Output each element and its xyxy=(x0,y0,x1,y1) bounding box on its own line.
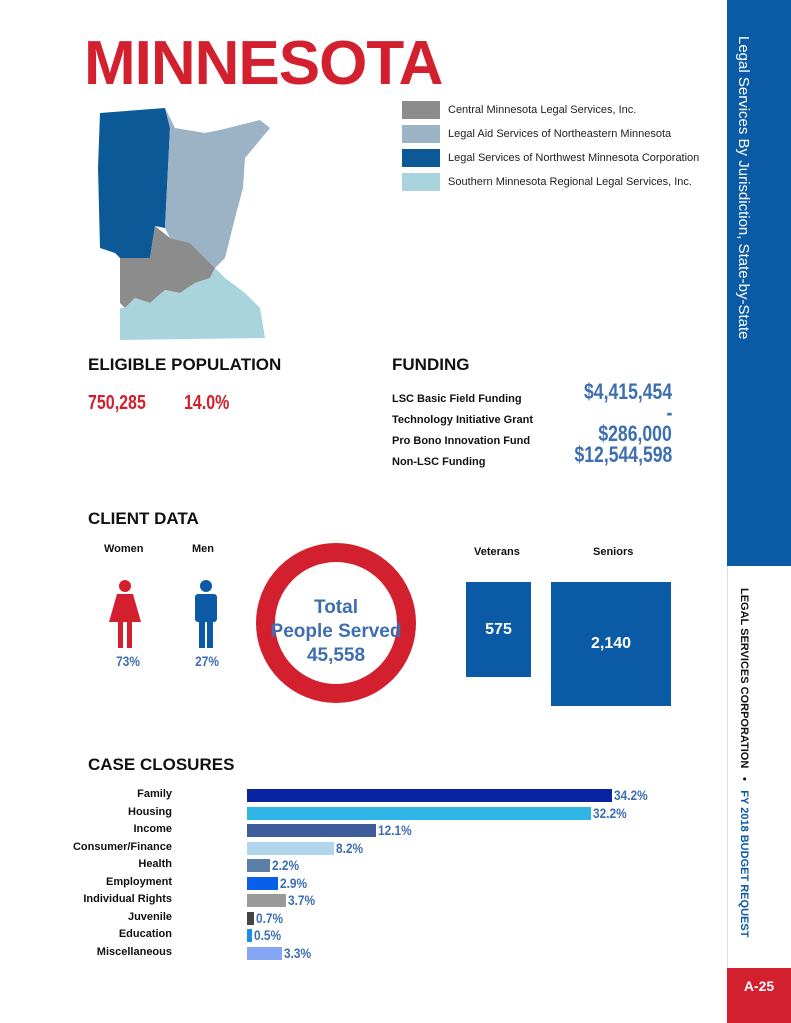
bar xyxy=(247,946,283,960)
client-heading: CLIENT DATA xyxy=(88,509,199,528)
eligible-count: 750,285 xyxy=(88,392,146,414)
bar-label: Family xyxy=(137,788,172,800)
bar-value-label: 0.7% xyxy=(256,909,284,926)
funding-row: Technology Initiative Grant - xyxy=(392,400,672,426)
funding-value: $4,415,454 xyxy=(583,379,672,404)
map-legend: Central Minnesota Legal Services, Inc. L… xyxy=(402,98,699,194)
separator: • xyxy=(738,777,750,782)
bar xyxy=(247,841,335,855)
men-label: Men xyxy=(192,543,214,555)
minnesota-map xyxy=(98,108,270,340)
women-label: Women xyxy=(104,543,144,555)
seniors-box: 2,140 xyxy=(551,582,671,706)
bar-value-label: 2.2% xyxy=(272,857,300,873)
funding-row: LSC Basic Field Funding $4,415,454 xyxy=(392,379,672,405)
legend-swatch xyxy=(402,173,440,191)
seniors-label: Seniors xyxy=(593,546,634,558)
bar xyxy=(247,789,612,802)
funding-table: LSC Basic Field Funding $4,415,454 Techno… xyxy=(392,379,672,468)
legend-label: Southern Minnesota Regional Legal Servic… xyxy=(448,176,692,188)
veterans-box: 575 xyxy=(466,582,531,677)
funding-row: Non-LSC Funding $12,544,598 xyxy=(392,442,672,468)
legend-swatch xyxy=(402,125,440,143)
bar-value-label: 12.1% xyxy=(378,822,412,838)
bar-value-label: 2.9% xyxy=(279,874,308,891)
page-number-box: A-25 xyxy=(727,968,791,1023)
funding-value: - xyxy=(666,400,672,425)
bar xyxy=(247,911,255,925)
man-icon xyxy=(195,580,217,648)
funding-label: Technology Initiative Grant xyxy=(392,414,533,426)
bar xyxy=(247,894,287,907)
funding-row: Pro Bono Innovation Fund $286,000 xyxy=(392,421,672,447)
budget-title: FY 2018 BUDGET REQUEST xyxy=(738,790,750,938)
legend-label: Legal Services of Northwest Minnesota Co… xyxy=(448,152,700,164)
total-served: Total People Served 45,558 xyxy=(256,596,416,668)
bar-label: Individual Rights xyxy=(83,893,172,905)
region-south xyxy=(120,268,265,340)
bar-value-label: 32.2% xyxy=(592,804,627,821)
bar-value-label: 3.7% xyxy=(288,892,316,908)
funding-label: Pro Bono Innovation Fund xyxy=(392,435,531,447)
bar-value-label: 8.2% xyxy=(336,839,364,856)
bar-label: Income xyxy=(133,823,172,835)
bar-label: Employment xyxy=(105,875,172,888)
org-name: LEGAL SERVICES CORPORATION xyxy=(738,588,750,769)
bar-label: Miscellaneous xyxy=(96,945,172,958)
men-percent: 27% xyxy=(195,653,219,669)
bar-value-label: 0.5% xyxy=(254,927,282,943)
funding-label: LSC Basic Field Funding xyxy=(392,393,522,405)
legend-swatch xyxy=(402,149,440,167)
case-closures-chart: Family 34.2% Housing 32.2% Income 12.1% Consum… xyxy=(72,787,648,961)
bar-label: Housing xyxy=(128,805,172,818)
funding-heading: FUNDING xyxy=(392,355,470,374)
sidebar-footer: LEGAL SERVICES CORPORATION • FY 2018 BUD… xyxy=(738,588,750,937)
bar-value-label: 34.2% xyxy=(613,787,648,803)
total-value: 45,558 xyxy=(306,645,366,666)
sidebar-middle: LEGAL SERVICES CORPORATION • FY 2018 BUD… xyxy=(727,566,791,968)
legend-swatch xyxy=(402,101,440,119)
bar-label: Juvenile xyxy=(127,910,172,923)
woman-icon xyxy=(109,580,141,648)
funding-value: $286,000 xyxy=(598,421,672,446)
bar xyxy=(247,859,271,872)
veterans-label: Veterans xyxy=(474,546,520,558)
bar-label: Health xyxy=(138,858,172,870)
funding-value: $12,544,598 xyxy=(574,442,672,467)
page-number: A-25 xyxy=(743,978,775,994)
bar xyxy=(247,929,253,942)
legend-label: Legal Aid Services of Northeastern Minne… xyxy=(448,128,672,140)
legend-label: Central Minnesota Legal Services, Inc. xyxy=(448,104,637,116)
region-northwest xyxy=(98,108,170,258)
bar xyxy=(247,824,377,837)
total-label: Total xyxy=(314,597,358,618)
legend-item: Legal Services of Northwest Minnesota Co… xyxy=(402,146,699,170)
bar-label: Consumer/Finance xyxy=(72,840,172,853)
case-closures-heading: CASE CLOSURES xyxy=(88,755,235,774)
bar-label: Education xyxy=(118,928,172,940)
funding-label: Non-LSC Funding xyxy=(392,456,486,468)
total-label-2: People Served xyxy=(270,621,402,642)
bar xyxy=(247,876,278,890)
page-title: MINNESOTA xyxy=(84,29,443,98)
region-central xyxy=(120,226,215,308)
bar xyxy=(247,806,591,820)
sidebar-title: Legal Services By Jurisdiction, State-by… xyxy=(735,36,752,340)
legend-item: Southern Minnesota Regional Legal Servic… xyxy=(402,170,699,194)
legend-item: Central Minnesota Legal Services, Inc. xyxy=(402,98,699,122)
legend-item: Legal Aid Services of Northeastern Minne… xyxy=(402,122,699,146)
region-northeast xyxy=(165,108,270,268)
bar-value-label: 3.3% xyxy=(284,944,312,961)
eligible-percent: 14.0% xyxy=(184,392,230,414)
eligible-heading: ELIGIBLE POPULATION xyxy=(88,355,282,374)
women-percent: 73% xyxy=(116,653,140,669)
sidebar-top: Legal Services By Jurisdiction, State-by… xyxy=(727,0,791,566)
